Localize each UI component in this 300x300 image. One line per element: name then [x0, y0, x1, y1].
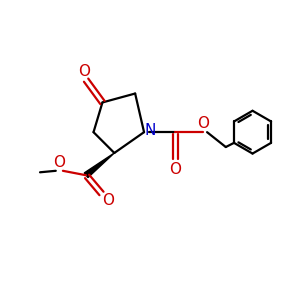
Text: O: O: [53, 155, 65, 170]
Polygon shape: [84, 153, 114, 178]
Text: O: O: [102, 193, 114, 208]
Text: O: O: [78, 64, 90, 79]
Text: O: O: [197, 116, 209, 131]
Text: O: O: [169, 162, 181, 177]
Text: N: N: [145, 123, 156, 138]
